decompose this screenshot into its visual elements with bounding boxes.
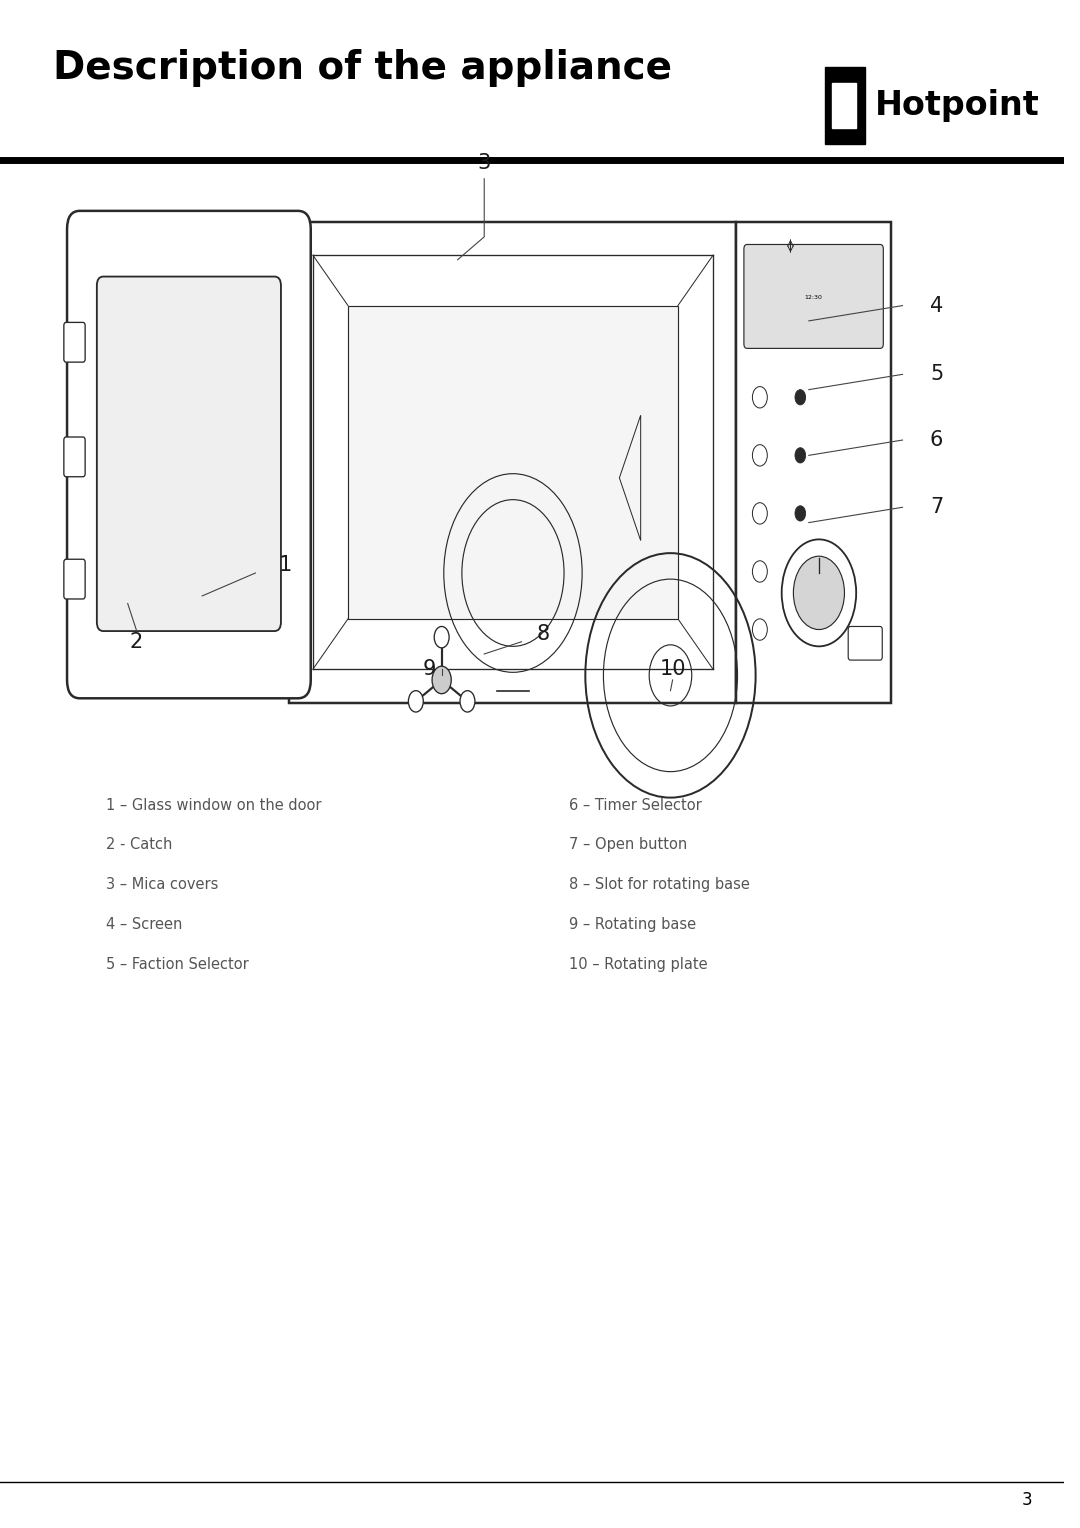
Text: 7: 7 xyxy=(930,497,943,518)
Text: 6: 6 xyxy=(930,429,943,451)
Text: 3 – Mica covers: 3 – Mica covers xyxy=(107,877,219,892)
Text: 4: 4 xyxy=(930,295,943,316)
FancyBboxPatch shape xyxy=(737,222,891,703)
Text: 1 – Glass window on the door: 1 – Glass window on the door xyxy=(107,798,322,813)
Text: 10 – Rotating plate: 10 – Rotating plate xyxy=(569,957,708,972)
Text: 2 - Catch: 2 - Catch xyxy=(107,837,173,853)
Text: 5 – Faction Selector: 5 – Faction Selector xyxy=(107,957,249,972)
Circle shape xyxy=(795,564,806,579)
Text: 2: 2 xyxy=(130,631,143,652)
Text: 9: 9 xyxy=(422,659,435,680)
FancyBboxPatch shape xyxy=(744,244,883,348)
Text: 3: 3 xyxy=(1022,1491,1032,1510)
Circle shape xyxy=(795,506,806,521)
Text: Hotpoint: Hotpoint xyxy=(875,89,1040,122)
Text: 3: 3 xyxy=(477,153,490,174)
FancyBboxPatch shape xyxy=(848,626,882,660)
Circle shape xyxy=(794,556,845,630)
Circle shape xyxy=(795,390,806,405)
FancyBboxPatch shape xyxy=(67,211,311,698)
Circle shape xyxy=(795,622,806,637)
Text: 5: 5 xyxy=(930,364,943,385)
FancyBboxPatch shape xyxy=(833,83,855,128)
FancyBboxPatch shape xyxy=(348,306,678,619)
Circle shape xyxy=(460,691,475,712)
Text: 9 – Rotating base: 9 – Rotating base xyxy=(569,917,697,932)
Circle shape xyxy=(432,666,451,694)
Circle shape xyxy=(795,448,806,463)
FancyBboxPatch shape xyxy=(64,322,85,362)
Text: 8: 8 xyxy=(536,623,550,645)
Text: 1: 1 xyxy=(279,555,292,576)
Text: 8 – Slot for rotating base: 8 – Slot for rotating base xyxy=(569,877,751,892)
Text: 12:30: 12:30 xyxy=(805,295,823,301)
Circle shape xyxy=(782,539,856,646)
FancyBboxPatch shape xyxy=(289,222,737,703)
Text: 4 – Screen: 4 – Screen xyxy=(107,917,183,932)
Text: 10: 10 xyxy=(660,659,686,680)
FancyBboxPatch shape xyxy=(825,67,865,144)
Circle shape xyxy=(434,626,449,648)
Circle shape xyxy=(408,691,423,712)
Text: 7 – Open button: 7 – Open button xyxy=(569,837,688,853)
FancyBboxPatch shape xyxy=(64,559,85,599)
FancyBboxPatch shape xyxy=(97,277,281,631)
Text: 6 – Timer Selector: 6 – Timer Selector xyxy=(569,798,702,813)
Text: Description of the appliance: Description of the appliance xyxy=(53,49,672,87)
FancyBboxPatch shape xyxy=(64,437,85,477)
